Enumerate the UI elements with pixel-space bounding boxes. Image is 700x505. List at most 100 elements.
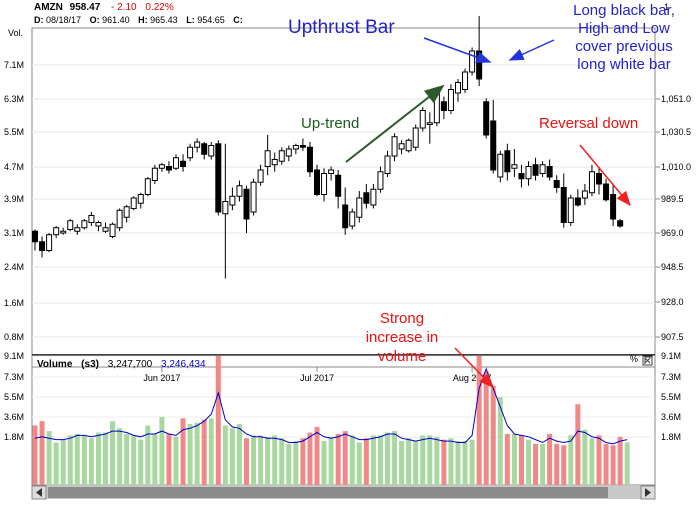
high-value: 965.43 (150, 15, 178, 25)
scrollbar-thumb[interactable] (48, 487, 608, 498)
candle-body (314, 169, 320, 195)
candle-body (194, 141, 201, 148)
volume-bar (194, 422, 200, 485)
volume-bar (483, 371, 489, 485)
left-tick-label: 7.1M (4, 60, 24, 70)
volume-bar (60, 439, 66, 485)
candle-body (321, 173, 328, 195)
candle-body (469, 50, 476, 73)
candle-body (116, 209, 123, 229)
x-tick-label: Jun 2017 (143, 373, 180, 383)
volume-bar (624, 442, 630, 485)
symbol: AMZN (34, 2, 63, 13)
volume-bar (490, 385, 496, 485)
candle-body (363, 192, 370, 204)
candle-body (349, 211, 356, 227)
upthrust-annotation: Upthrust Bar (288, 17, 395, 38)
candle-body (476, 50, 483, 80)
candle-body (455, 82, 461, 94)
scroll-left-icon (36, 488, 42, 497)
volume-bar (279, 438, 285, 485)
volume-tick-left: 5.5M (4, 392, 24, 402)
volume-bar (32, 425, 38, 485)
left-volume-axis: 7.1M 6.3M 5.5M 4.7M 3.9M 3.1M 2.4M 1.6M 0.8M (4, 60, 24, 342)
volume-tick-left: 9.1M (4, 351, 24, 361)
candle-body (440, 101, 447, 111)
volume-bar (103, 432, 108, 485)
candle-body (81, 220, 88, 229)
right-tick-label: 989.5 (661, 194, 684, 204)
volume-bar (335, 433, 341, 485)
volume-bar (589, 438, 595, 485)
right-tick-label: 907.5 (661, 332, 684, 342)
price-change-pct: 0.22% (145, 2, 174, 13)
volume-bar (95, 432, 101, 485)
candle-body (243, 188, 250, 220)
volume-bar (46, 431, 52, 485)
pct-label: % (630, 354, 639, 364)
volume-bar (159, 416, 165, 485)
volume-tick-right: 5.5M (661, 392, 681, 402)
volume-bar (462, 441, 468, 485)
volume-bar (476, 356, 482, 485)
right-tick-label: 1,030.5 (661, 127, 691, 137)
candle-body (581, 190, 588, 199)
candle-body (74, 227, 81, 232)
candle-body (356, 197, 363, 218)
volume-note-line-3: volume (377, 348, 427, 365)
candle-body (525, 166, 532, 180)
right-tick-label: 948.5 (661, 262, 684, 272)
volume-tick-left: 7.3M (4, 372, 24, 382)
volume-bar (568, 435, 574, 485)
volume-bar (406, 438, 412, 485)
long-black-line-4: long white bar (577, 56, 671, 73)
uptrend-arrow (345, 84, 445, 163)
volume-bar (173, 436, 179, 485)
volume-bar (236, 424, 242, 485)
volume-bar (307, 432, 313, 485)
scroll-right-icon (645, 488, 651, 497)
candle-body (567, 197, 574, 223)
price-panel-frame (31, 27, 656, 368)
candle-body (384, 155, 391, 174)
candle-body (144, 178, 151, 195)
candle-body (306, 146, 313, 173)
candle-body (610, 194, 617, 220)
volume-bar (448, 438, 454, 485)
long-black-line-1: Long black bar, (573, 2, 675, 19)
volume-bar (222, 425, 228, 485)
candle-body (299, 145, 306, 148)
volume-bar (53, 442, 59, 485)
candle-body (532, 164, 539, 176)
close-label: C: (233, 15, 243, 25)
volume-bar (511, 433, 517, 485)
right-tick-label: 969.0 (661, 228, 684, 238)
volume-bar (321, 441, 327, 485)
candle-body (151, 167, 158, 181)
volume-bar (328, 436, 334, 485)
candle-body (511, 164, 518, 169)
volume-bar (187, 424, 193, 485)
resize-corner-icon[interactable] (644, 356, 652, 364)
uptrend-annotation: Up-trend (301, 115, 360, 132)
volume-bar (88, 438, 94, 485)
candle-body (483, 101, 490, 136)
left-tick-label: 6.3M (4, 94, 24, 104)
volume-bar (434, 436, 440, 485)
candle-body (497, 153, 504, 178)
volume-bar (547, 433, 553, 485)
volume-tick-left: 3.6M (4, 412, 24, 422)
left-tick-label: 1.6M (4, 298, 24, 308)
volume-bar (300, 438, 306, 485)
close-panel-icon[interactable] (644, 357, 651, 364)
price-change: - 2.10 (111, 2, 137, 13)
upthrust-arrow (423, 37, 492, 64)
long-black-line-3: cover previous (575, 38, 673, 55)
volume-bar (74, 433, 80, 485)
candle-body (328, 169, 335, 174)
volume-bar (81, 435, 87, 485)
candle-body (208, 145, 215, 157)
candle-body (102, 227, 109, 232)
candle-body (250, 181, 257, 213)
